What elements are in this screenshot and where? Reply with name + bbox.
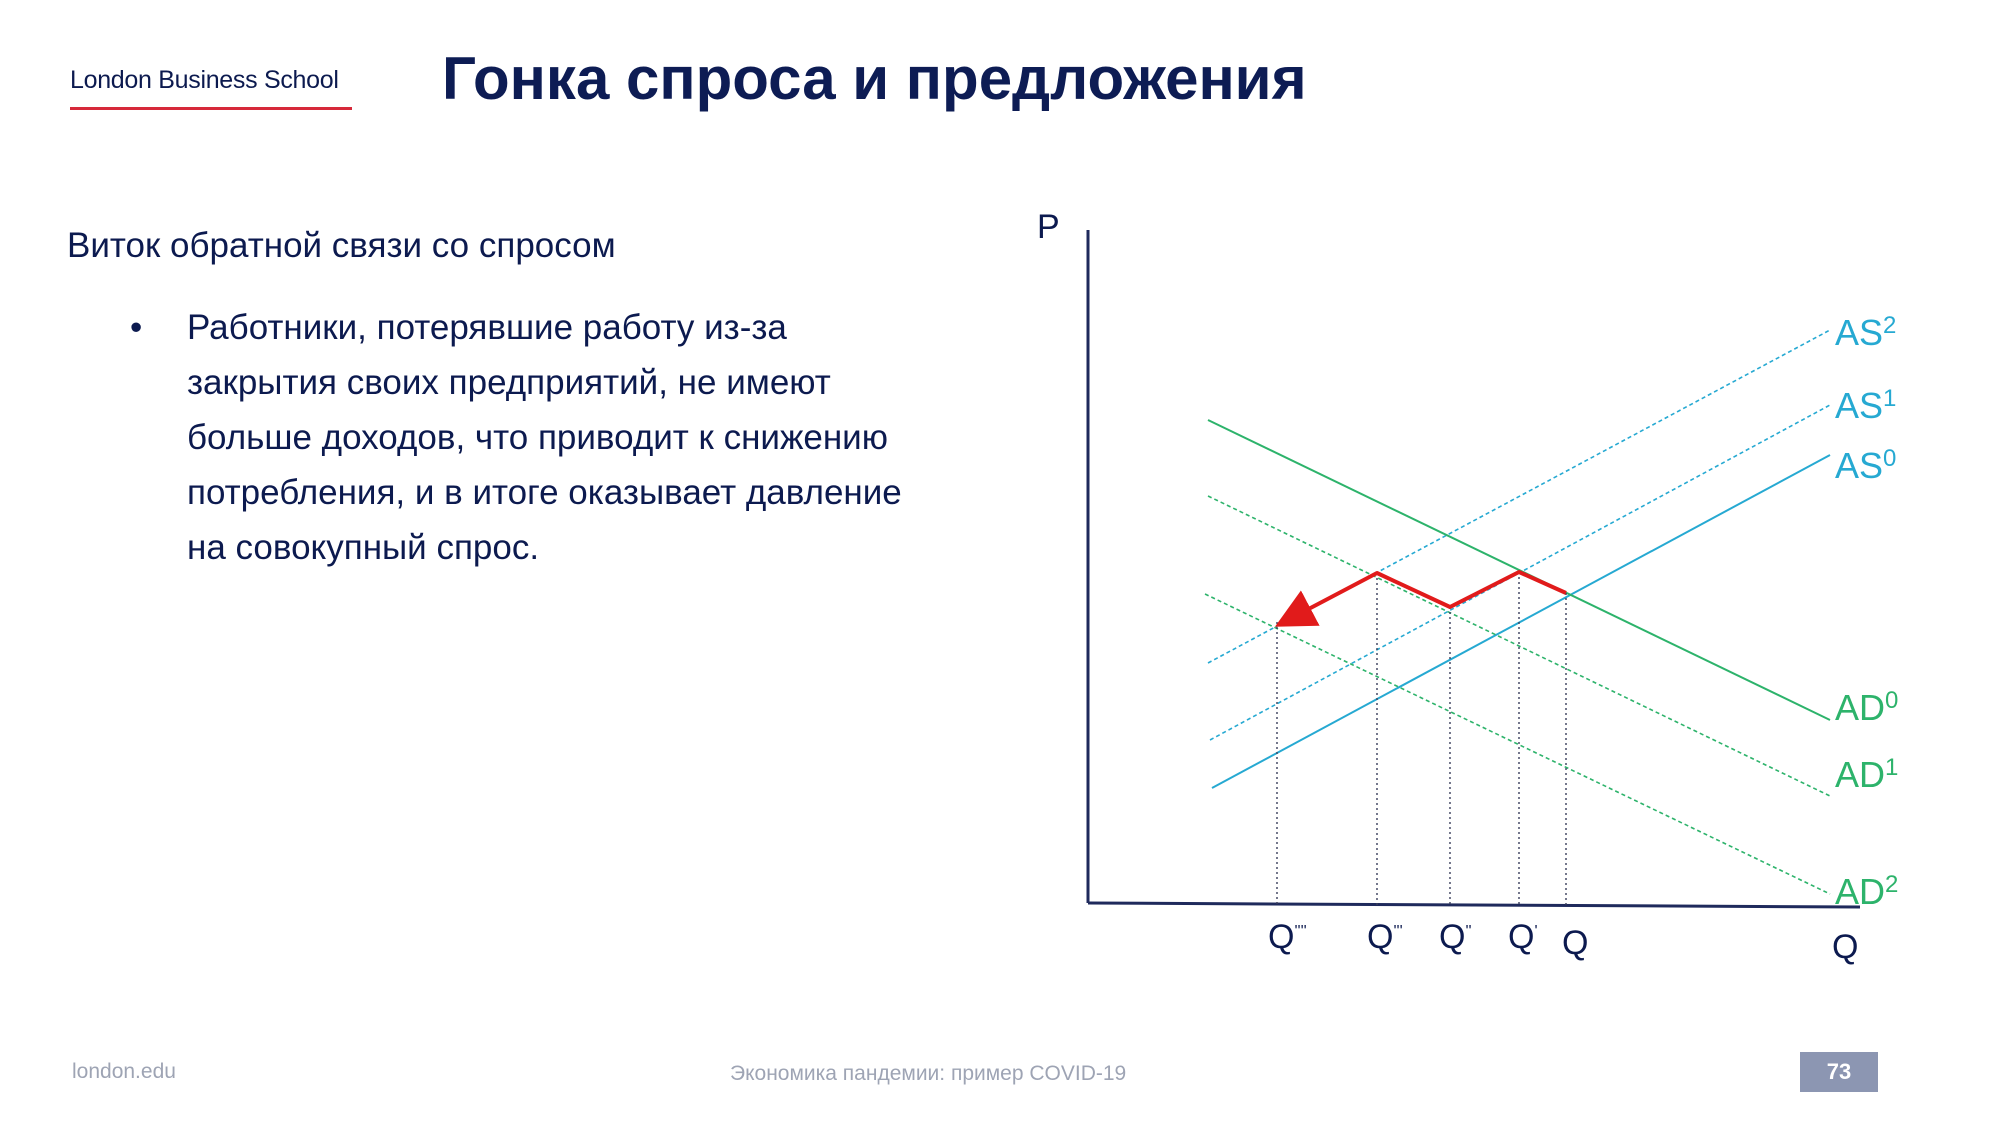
q-label-1-base: Q <box>1508 918 1534 956</box>
q-label-2-sup: '' <box>1465 923 1471 940</box>
bullet-icon: • <box>130 308 143 347</box>
bullet-list: • Работники, потерявшие работу из-за зак… <box>125 300 925 575</box>
label-ad2-sup: 2 <box>1885 871 1898 898</box>
q-label-1: Q' <box>1508 918 1538 956</box>
label-as1-sup: 1 <box>1883 385 1896 412</box>
label-as2-base: AS <box>1835 312 1883 353</box>
q-label-1-sup: ' <box>1534 923 1537 940</box>
label-as0-sup: 0 <box>1883 445 1896 472</box>
bullet-item: • Работники, потерявшие работу из-за зак… <box>125 300 925 575</box>
adjustment-path-arrow <box>1274 570 1567 627</box>
lbs-logo: London Business School <box>70 66 352 110</box>
label-ad1: AD1 <box>1835 754 1898 795</box>
curve-as2 <box>1207 329 1831 664</box>
curve-ad1 <box>1207 495 1831 797</box>
label-ad2-base: AD <box>1835 871 1885 912</box>
q-label-3-base: Q <box>1367 918 1393 956</box>
x-axis-label: Q <box>1832 928 1858 966</box>
q-label-4-base: Q <box>1268 918 1294 956</box>
bullet-text: Работники, потерявшие работу из-за закры… <box>187 308 902 567</box>
slide-title: Гонка спроса и предложения <box>442 45 1307 112</box>
curve-ad0 <box>1207 419 1831 721</box>
page-number-badge: 73 <box>1800 1052 1878 1092</box>
q-label-4: Q'''' <box>1268 918 1307 956</box>
label-ad0: AD0 <box>1835 687 1898 728</box>
x-axis <box>1087 901 1861 909</box>
q-label-3-sup: ''' <box>1393 923 1402 940</box>
q-label-0: Q <box>1562 924 1588 962</box>
label-ad2: AD2 <box>1835 871 1898 912</box>
footer-url: london.edu <box>72 1060 176 1083</box>
q-label-4-sup: '''' <box>1294 923 1306 940</box>
curve-ad2 <box>1204 593 1831 895</box>
q-label-2: Q'' <box>1439 918 1472 956</box>
label-ad1-sup: 1 <box>1885 754 1898 781</box>
q-label-3: Q''' <box>1367 918 1403 956</box>
label-ad1-base: AD <box>1835 754 1885 795</box>
subheading: Виток обратной связи со спросом <box>67 226 616 265</box>
footer-course-title: Экономика пандемии: пример COVID-19 <box>730 1062 1127 1085</box>
label-as2-sup: 2 <box>1883 312 1896 339</box>
label-as1-base: AS <box>1835 385 1883 426</box>
label-ad0-sup: 0 <box>1885 687 1898 714</box>
label-as0-base: AS <box>1835 445 1883 486</box>
label-as2: AS2 <box>1835 312 1896 353</box>
label-as1: AS1 <box>1835 385 1896 426</box>
label-as0: AS0 <box>1835 445 1896 486</box>
label-ad0-base: AD <box>1835 687 1885 728</box>
y-axis-label: P <box>1037 208 1060 246</box>
q-label-2-base: Q <box>1439 918 1465 956</box>
curve-as0 <box>1211 454 1831 789</box>
q-label-0-base: Q <box>1562 924 1588 962</box>
